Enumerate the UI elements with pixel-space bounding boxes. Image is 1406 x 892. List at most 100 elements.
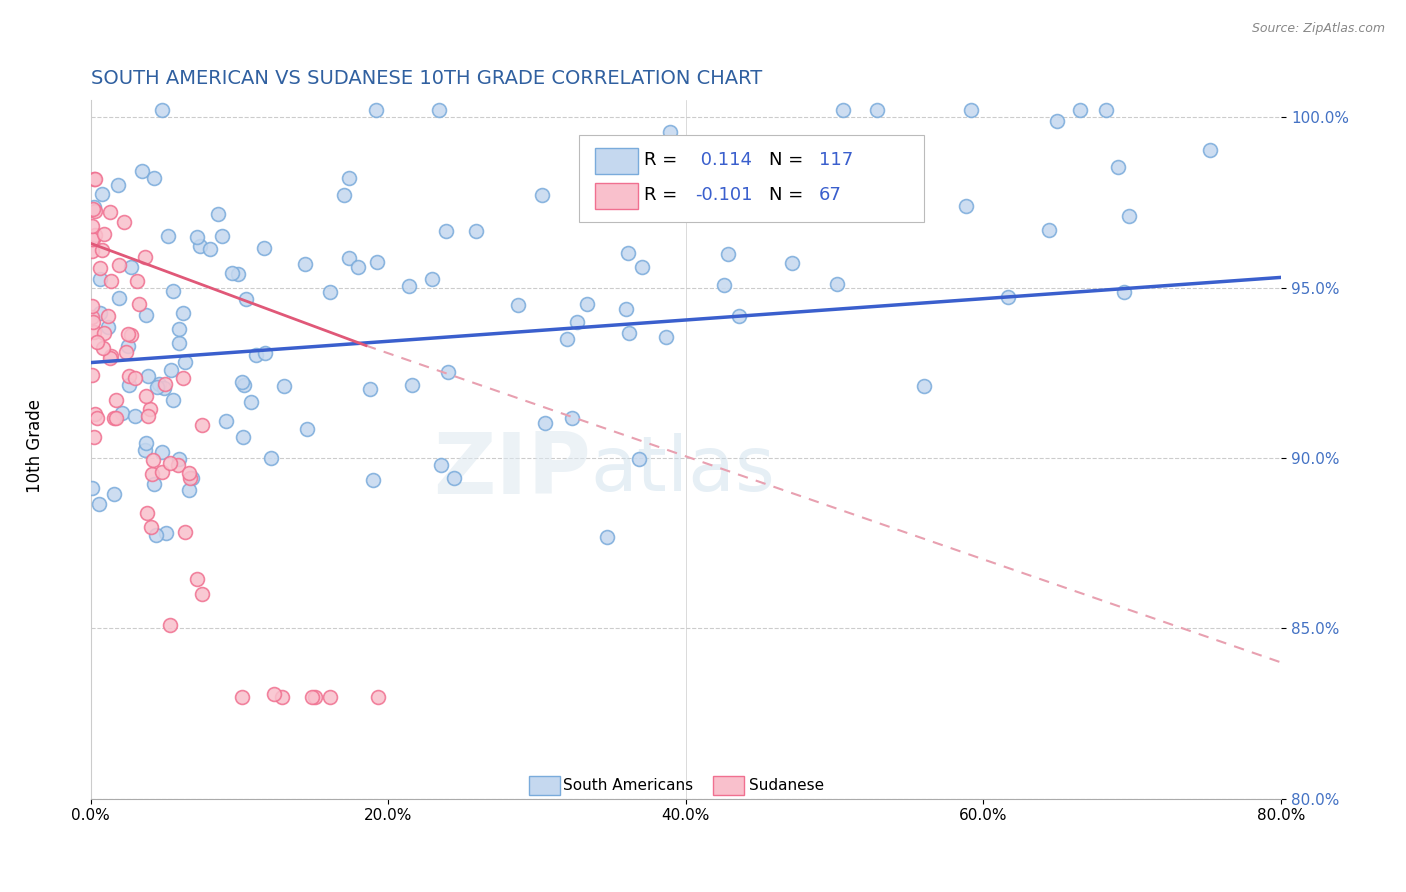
Point xyxy=(1112,285,1135,299)
Point xyxy=(180,471,202,485)
Point xyxy=(207,207,229,221)
Point xyxy=(136,506,159,520)
Text: N =: N = xyxy=(769,186,810,204)
Point xyxy=(120,260,142,275)
Point xyxy=(138,409,160,423)
Point xyxy=(465,224,488,238)
Point xyxy=(434,224,457,238)
Point xyxy=(150,465,173,479)
Point xyxy=(955,200,977,214)
Point xyxy=(104,392,127,407)
Point xyxy=(152,382,174,396)
Point xyxy=(337,171,360,186)
Point xyxy=(1069,103,1091,118)
Text: South Americans: South Americans xyxy=(564,778,693,793)
Point xyxy=(120,327,142,342)
Point xyxy=(1046,114,1069,128)
Point xyxy=(84,228,107,243)
Point xyxy=(179,471,201,485)
Point xyxy=(630,169,652,183)
Point xyxy=(82,315,104,329)
Point xyxy=(142,452,165,467)
Point xyxy=(366,255,388,269)
Point xyxy=(443,471,465,485)
Point xyxy=(359,382,381,396)
Point xyxy=(84,171,107,186)
Point xyxy=(117,339,139,353)
Point xyxy=(245,348,267,362)
Point xyxy=(134,443,156,458)
Point xyxy=(160,362,183,376)
Point xyxy=(135,389,157,403)
Point xyxy=(104,411,127,425)
Point xyxy=(148,376,170,391)
Point xyxy=(155,526,177,541)
Point xyxy=(231,375,253,389)
Point xyxy=(337,252,360,266)
FancyBboxPatch shape xyxy=(595,183,638,209)
Point xyxy=(555,332,578,346)
Point xyxy=(145,527,167,541)
Point xyxy=(86,411,108,425)
Point xyxy=(231,690,253,704)
Point xyxy=(211,229,233,244)
Point xyxy=(89,306,111,320)
Point xyxy=(912,379,935,393)
Point xyxy=(1107,160,1129,174)
Point xyxy=(143,171,166,186)
Point xyxy=(716,246,738,260)
Point xyxy=(118,378,141,392)
Point xyxy=(565,315,588,329)
Point xyxy=(139,402,162,417)
Point xyxy=(427,103,450,118)
Point xyxy=(135,309,157,323)
Point xyxy=(398,279,420,293)
Point xyxy=(534,417,557,431)
Point xyxy=(270,690,292,704)
Point xyxy=(304,690,326,704)
Point xyxy=(1095,103,1118,118)
Text: ZIP: ZIP xyxy=(433,429,591,512)
Point xyxy=(659,125,682,139)
Point xyxy=(89,260,111,275)
Point xyxy=(366,103,388,118)
Point xyxy=(631,260,654,275)
Point xyxy=(997,290,1019,304)
Point xyxy=(263,687,285,701)
Point xyxy=(166,458,188,473)
Point xyxy=(103,410,125,425)
Point xyxy=(91,243,114,257)
Point xyxy=(82,202,104,216)
Point xyxy=(108,259,131,273)
Point xyxy=(866,103,889,118)
Point xyxy=(162,285,184,299)
Point xyxy=(128,297,150,311)
Point xyxy=(531,188,554,202)
Point xyxy=(436,365,458,379)
Point xyxy=(167,335,190,350)
Point xyxy=(83,430,105,444)
Point xyxy=(103,486,125,500)
Point xyxy=(347,260,370,274)
Point xyxy=(226,267,249,281)
Point xyxy=(89,271,111,285)
Point xyxy=(167,321,190,335)
Point xyxy=(139,520,162,534)
Point xyxy=(200,242,222,256)
Point xyxy=(108,292,131,306)
Point xyxy=(82,219,104,234)
Point xyxy=(141,467,163,481)
Point xyxy=(682,189,704,203)
Point xyxy=(83,200,105,214)
Point xyxy=(86,334,108,349)
Point xyxy=(215,414,238,428)
Point xyxy=(560,411,582,425)
Point xyxy=(159,618,181,632)
Point xyxy=(93,227,115,242)
Point xyxy=(186,572,208,586)
Point xyxy=(420,272,443,286)
Point xyxy=(297,422,319,436)
Text: 67: 67 xyxy=(820,186,842,204)
Point xyxy=(617,246,640,260)
Text: 117: 117 xyxy=(820,152,853,169)
